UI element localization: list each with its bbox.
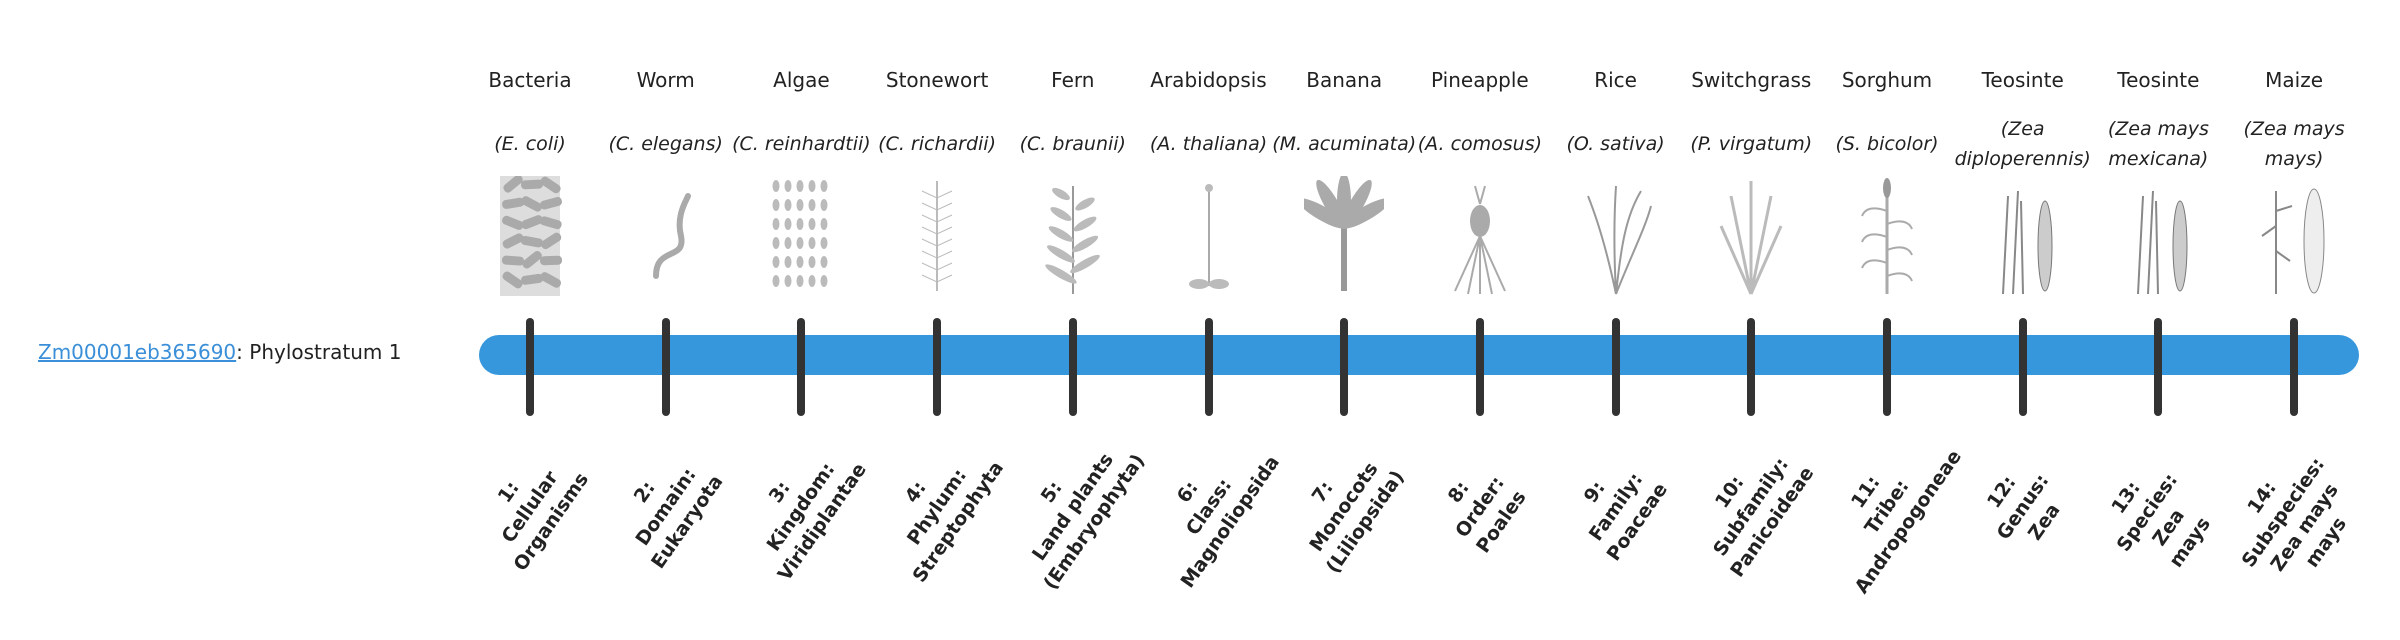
species-text: (A. comosus) bbox=[1417, 133, 1543, 155]
stratum-tick bbox=[1475, 318, 1484, 416]
maize-icon bbox=[2261, 188, 2325, 294]
species-text: (S. bicolor) bbox=[1835, 133, 1939, 155]
gene-label: Zm00001eb365690: Phylostratum 1 bbox=[38, 340, 401, 364]
species-name: (S. bicolor) bbox=[1813, 112, 1961, 176]
species-text: (A. thaliana) bbox=[1149, 133, 1268, 155]
species-name: (Zea mays mexicana) bbox=[2084, 112, 2232, 176]
gene-id-link[interactable]: Zm00001eb365690 bbox=[38, 340, 237, 364]
species-name: (A. comosus) bbox=[1406, 112, 1554, 176]
teosinte-icon bbox=[2001, 190, 2053, 295]
species-text: (M. acuminata) bbox=[1272, 133, 1417, 155]
teosinte-icon bbox=[2137, 190, 2188, 295]
species-text: (Zea diploperennis) bbox=[1954, 118, 2091, 170]
species-name: (C. richardii) bbox=[863, 112, 1011, 176]
common-name: Algae bbox=[773, 68, 830, 92]
common-name: Maize bbox=[2265, 68, 2324, 92]
common-name: Fern bbox=[1051, 68, 1095, 92]
common-name: Teosinte bbox=[2117, 68, 2200, 92]
stratum-tick bbox=[2018, 318, 2027, 416]
bacteria-icon bbox=[500, 176, 563, 296]
species-text: (C. elegans) bbox=[608, 133, 723, 155]
species-text: (O. sativa) bbox=[1566, 133, 1665, 155]
stratum-tick bbox=[526, 318, 534, 416]
stratum-tick bbox=[661, 318, 670, 416]
species-text: (Zea mays mays) bbox=[2243, 118, 2345, 170]
common-name: Banana bbox=[1306, 68, 1383, 92]
colon: : bbox=[236, 340, 250, 364]
stratum-tick bbox=[1204, 318, 1213, 416]
species-text: (E. coli) bbox=[494, 133, 566, 155]
common-name: Teosinte bbox=[1981, 68, 2064, 92]
common-name: Pineapple bbox=[1431, 68, 1529, 92]
species-name: (E. coli) bbox=[456, 112, 604, 176]
species-name: (A. thaliana) bbox=[1135, 112, 1283, 176]
stratum-tick bbox=[2290, 318, 2299, 416]
stratum-tick bbox=[1883, 318, 1891, 416]
banana-icon bbox=[1304, 176, 1385, 291]
phylostratum-label: Phylostratum 1 bbox=[249, 340, 402, 364]
species-text: (C. richardii) bbox=[878, 133, 996, 155]
species-name: (O. sativa) bbox=[1542, 112, 1690, 176]
algae-icon bbox=[772, 180, 828, 287]
stratum-tick bbox=[933, 318, 942, 416]
species-name: (C. elegans) bbox=[592, 112, 740, 176]
common-name: Switchgrass bbox=[1691, 68, 1812, 92]
phylostrata-bar bbox=[479, 335, 2359, 375]
species-name: (C. reinhardtii) bbox=[727, 112, 875, 176]
species-name: (Zea mays mays) bbox=[2220, 112, 2368, 176]
species-name: (C. braunii) bbox=[999, 112, 1147, 176]
species-name: (P. virgatum) bbox=[1677, 112, 1825, 176]
arabidopsis-icon bbox=[1188, 184, 1229, 289]
common-name: Sorghum bbox=[1841, 68, 1933, 92]
common-name: Stonewort bbox=[885, 68, 989, 92]
stratum-tick bbox=[797, 318, 806, 416]
fern-icon bbox=[1045, 186, 1100, 294]
common-name: Worm bbox=[636, 68, 695, 92]
rice-icon bbox=[1586, 185, 1652, 295]
common-name: Arabidopsis bbox=[1150, 68, 1267, 92]
species-name: (Zea diploperennis) bbox=[1949, 112, 2097, 176]
species-text: (C. reinhardtii) bbox=[732, 133, 871, 155]
stratum-tick bbox=[1611, 318, 1620, 416]
stonewort-icon bbox=[921, 181, 953, 291]
stratum-tick bbox=[2154, 318, 2163, 416]
common-name: Bacteria bbox=[488, 68, 572, 92]
common-name: Rice bbox=[1594, 68, 1637, 92]
sorghum-icon bbox=[1861, 178, 1913, 294]
stratum-tick bbox=[1068, 318, 1077, 416]
species-text: (C. braunii) bbox=[1019, 133, 1126, 155]
species-text: (Zea mays mexicana) bbox=[2107, 118, 2209, 170]
species-name: (M. acuminata) bbox=[1270, 112, 1418, 176]
stratum-tick bbox=[1340, 318, 1349, 416]
worm-icon bbox=[652, 193, 691, 279]
stratum-tick bbox=[1747, 318, 1756, 416]
switchgrass-icon bbox=[1719, 181, 1783, 295]
species-text: (P. virgatum) bbox=[1690, 133, 1813, 155]
pineapple-icon bbox=[1453, 185, 1506, 295]
